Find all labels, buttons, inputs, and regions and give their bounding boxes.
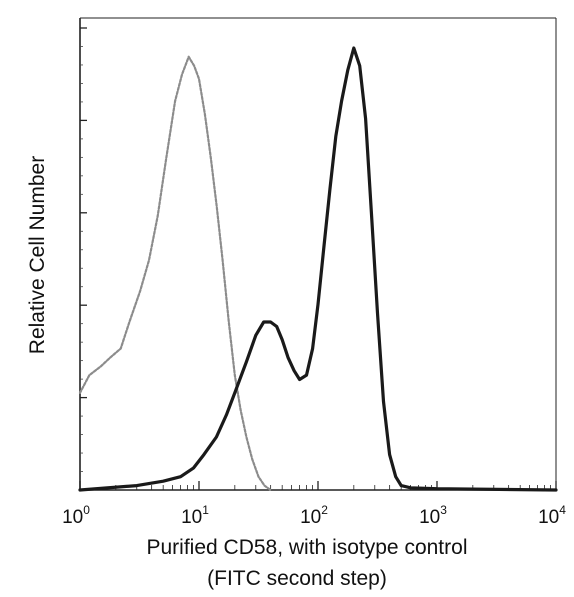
x-axis-label-line2: (FITC second step) xyxy=(207,567,387,590)
x-tick-label: 103 xyxy=(419,503,447,528)
x-tick-label: 100 xyxy=(62,503,90,528)
histogram-series xyxy=(78,46,558,492)
x-tick-label-exponent: 4 xyxy=(559,503,566,517)
x-tick-label-base: 10 xyxy=(181,507,202,528)
plot-area xyxy=(78,17,558,492)
x-axis-label: Purified CD58, with isotype control xyxy=(147,536,468,559)
x-tick-label-exponent: 1 xyxy=(202,503,209,517)
x-tick-label-base: 10 xyxy=(300,507,321,528)
cd58-histogram-line xyxy=(78,46,558,492)
x-tick-label-exponent: 0 xyxy=(83,503,90,517)
x-tick-labels: 100 101 102 103 104 xyxy=(62,503,566,528)
x-tick-label-base: 10 xyxy=(538,507,559,528)
y-tick-marks xyxy=(80,27,87,472)
x-tick-label-base: 10 xyxy=(62,507,83,528)
x-tick-label: 102 xyxy=(300,503,328,528)
isotype-control-histogram-line xyxy=(78,55,272,492)
x-tick-label-base: 10 xyxy=(419,507,440,528)
x-tick-label: 101 xyxy=(181,503,209,528)
x-tick-label-exponent: 2 xyxy=(321,503,328,517)
x-tick-label: 104 xyxy=(538,503,566,528)
x-tick-label-exponent: 3 xyxy=(440,503,447,517)
y-axis-label: Relative Cell Number xyxy=(26,156,49,354)
